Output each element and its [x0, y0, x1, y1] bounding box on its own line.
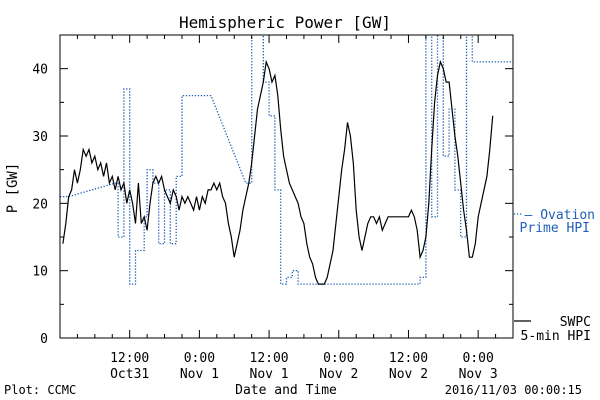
x-tick-date-label: Nov 3: [459, 367, 498, 382]
y-tick-label: 10: [32, 265, 48, 280]
legend-swpc-line1: SWPC: [560, 315, 591, 330]
legend-ovation-line1: — Ovation: [525, 208, 595, 223]
legend-ovation-line2: Prime HPI: [520, 221, 590, 236]
x-tick-time-label: 0:00: [184, 351, 215, 366]
legend-swpc-line2: 5-min HPI: [521, 329, 591, 344]
x-tick-date-label: Nov 1: [250, 367, 289, 382]
x-tick-time-label: 12:00: [250, 351, 289, 366]
x-tick-time-label: 0:00: [462, 351, 493, 366]
x-tick-date-label: Nov 1: [180, 367, 219, 382]
y-axis-label: P [GW]: [5, 163, 21, 214]
plot-frame: [59, 34, 514, 339]
chart-title-group: Hemispheric Power [GW]: [179, 13, 391, 32]
y-tick-label: 0: [40, 332, 48, 347]
y-axis-label-group: P [GW]: [5, 163, 21, 214]
footer-left: Plot: CCMC: [4, 383, 76, 397]
x-tick-time-label: 0:00: [323, 351, 354, 366]
x-tick-date-label: Nov 2: [389, 367, 428, 382]
x-tick-date-label: Nov 2: [319, 367, 358, 382]
x-tick-time-label: 12:00: [389, 351, 428, 366]
y-tick-label: 20: [32, 197, 48, 212]
x-tick-date-label: Oct31: [110, 367, 149, 382]
y-tick-label: 30: [32, 130, 48, 145]
footer-right: 2016/11/03 00:00:15: [445, 383, 582, 397]
series-line-ovation-prime: [60, 35, 513, 285]
x-axis-label: Date and Time: [235, 383, 337, 398]
series-line-swpc: [62, 59, 494, 285]
chart-title: Hemispheric Power [GW]: [179, 13, 391, 32]
x-tick-time-label: 12:00: [110, 351, 149, 366]
y-tick-label: 40: [32, 63, 48, 78]
plot-area: [60, 35, 513, 285]
